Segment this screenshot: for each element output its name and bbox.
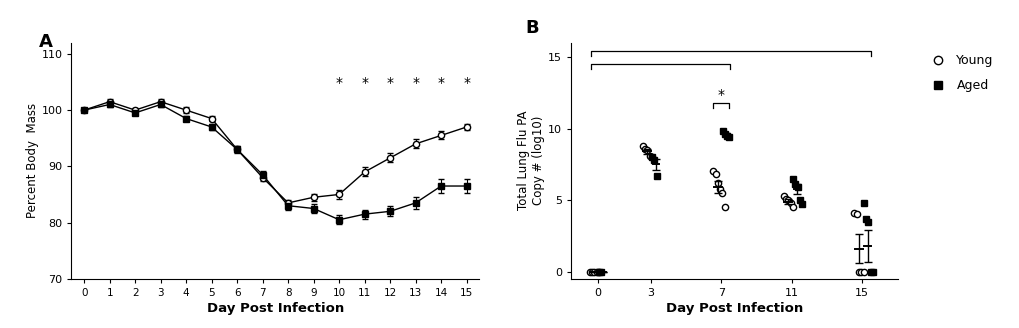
Text: *: *	[335, 76, 342, 90]
Text: *: *	[717, 88, 723, 102]
Text: B: B	[525, 19, 539, 37]
Text: A: A	[39, 33, 53, 51]
Legend: Young, Aged: Young, Aged	[919, 49, 998, 97]
Text: *: *	[386, 76, 393, 90]
Y-axis label: Total Lung Flu PA
Copy # (log10): Total Lung Flu PA Copy # (log10)	[517, 111, 545, 211]
Text: *: *	[361, 76, 368, 90]
X-axis label: Day Post Infection: Day Post Infection	[665, 302, 802, 315]
Text: *: *	[412, 76, 419, 90]
Text: *: *	[437, 76, 444, 90]
Text: *: *	[463, 76, 470, 90]
Y-axis label: Percent Body  Mass: Percent Body Mass	[25, 103, 39, 218]
X-axis label: Day Post Infection: Day Post Infection	[207, 302, 343, 315]
